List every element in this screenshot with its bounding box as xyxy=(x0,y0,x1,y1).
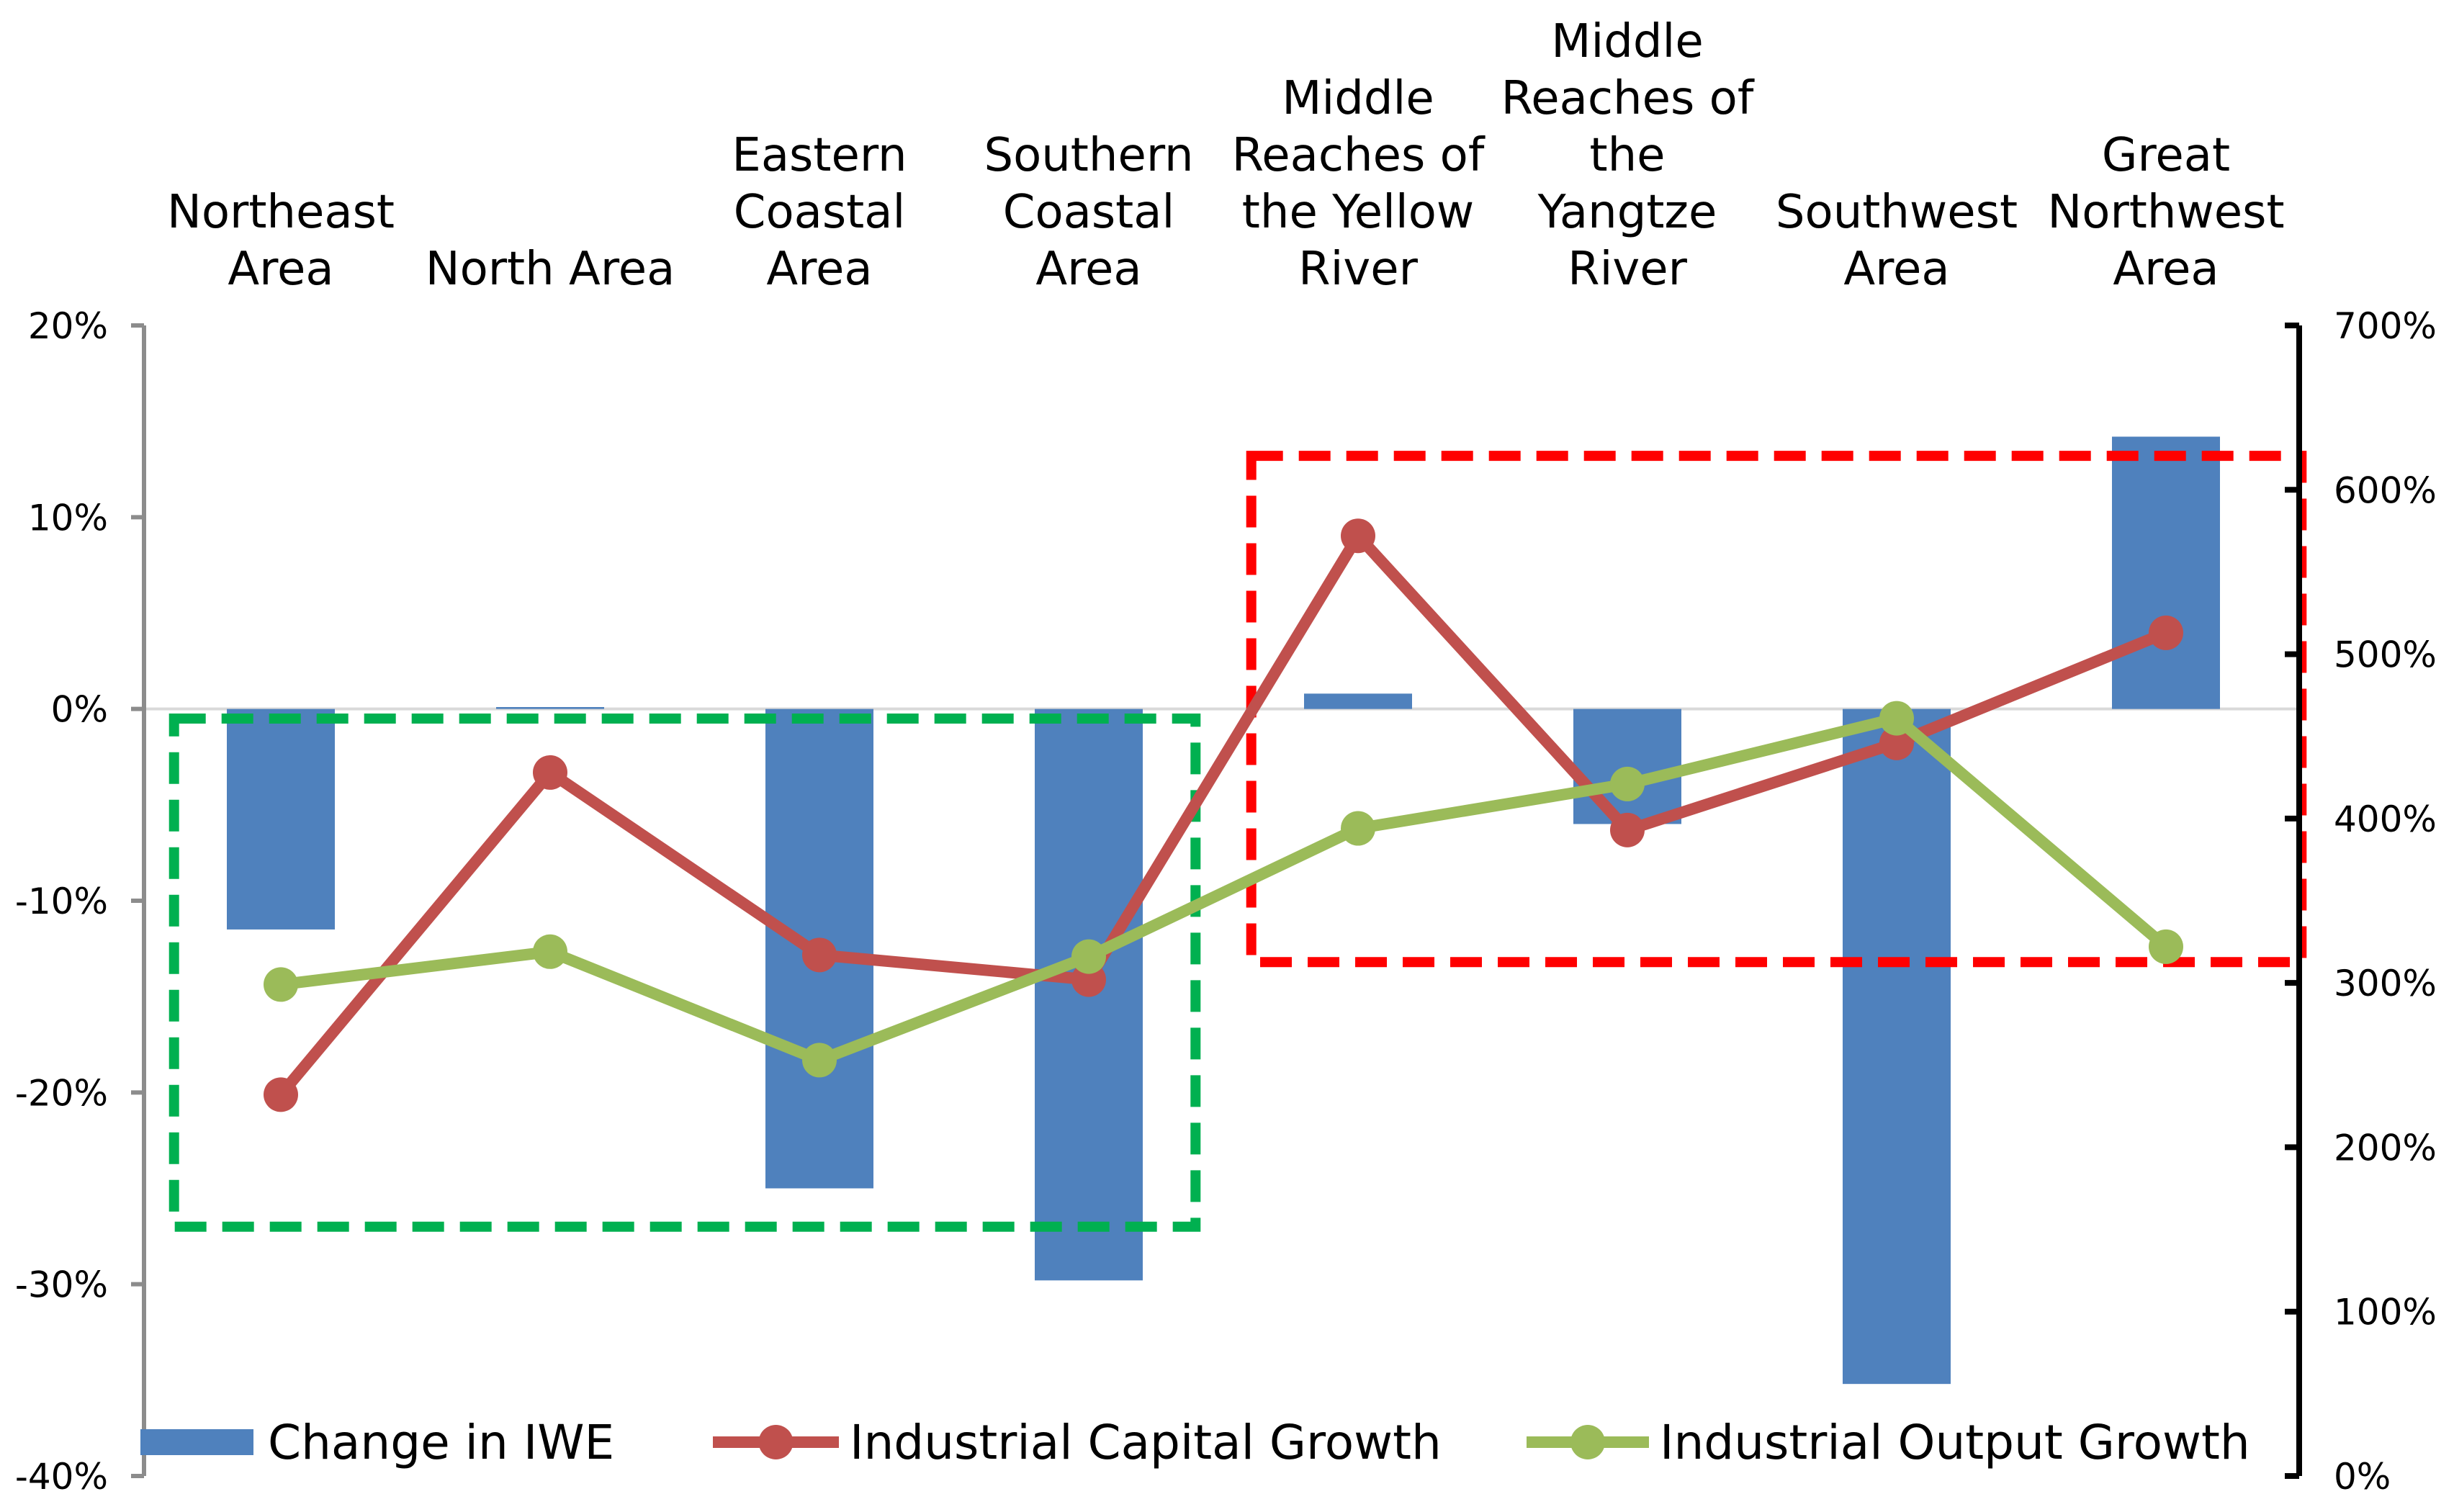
bar-5 xyxy=(1573,708,1681,824)
category-label-4-line-0: Middle xyxy=(1282,72,1434,125)
category-label-3-line-0: Southern xyxy=(984,129,1193,182)
left-tick-label-0: 20% xyxy=(28,305,108,347)
category-label-3-line-1: Coastal xyxy=(1003,186,1175,239)
legend-label-2: Industrial Output Growth xyxy=(1660,1415,2250,1470)
category-label-5-line-4: River xyxy=(1568,243,1688,296)
series-0-point-0 xyxy=(264,1077,298,1112)
left-tick-label-3: -10% xyxy=(15,881,108,922)
category-label-5: Middle Reaches of the Yangtze River xyxy=(1501,15,1755,296)
legend-marker-2 xyxy=(1570,1425,1605,1459)
left-tick-label-1: 10% xyxy=(28,497,108,539)
right-tick-label-6: 100% xyxy=(2334,1292,2437,1333)
category-label-0-line-1: Area xyxy=(228,243,333,296)
category-label-5-line-3: Yangtze xyxy=(1537,186,1717,239)
right-tick-label-3: 400% xyxy=(2334,798,2437,840)
series-0-point-4 xyxy=(1341,518,1375,554)
left-tick-label-4: -20% xyxy=(15,1072,108,1114)
category-label-5-line-0: Middle xyxy=(1551,15,1703,68)
category-label-4: Middle Reaches of the Yellow River xyxy=(1232,72,1486,296)
series-1-point-6 xyxy=(1879,701,1914,736)
category-label-1: North Area xyxy=(426,243,675,296)
right-tick-label-5: 200% xyxy=(2334,1127,2437,1169)
category-label-3: Southern Coastal Area xyxy=(984,129,1193,296)
category-label-4-line-3: River xyxy=(1298,243,1419,296)
right-tick-label-1: 600% xyxy=(2334,469,2437,511)
category-label-0: Northeast Area xyxy=(167,186,395,296)
legend-group: Change in IWE Industrial Capital Growth In… xyxy=(140,1415,2250,1470)
category-label-2-line-1: Coastal xyxy=(734,186,906,239)
legend-label-1: Industrial Capital Growth xyxy=(850,1415,1442,1470)
series-1-point-1 xyxy=(533,934,567,969)
bars-group xyxy=(227,436,2220,1385)
bar-0 xyxy=(227,708,335,930)
lines-group xyxy=(264,518,2183,1112)
category-label-6-line-0: Southwest xyxy=(1776,186,2018,239)
category-label-5-line-2: the xyxy=(1589,129,1665,182)
left-tick-label-6: -40% xyxy=(15,1456,108,1498)
series-0-point-1 xyxy=(533,755,567,790)
series-line-0 xyxy=(276,530,2169,1099)
series-0-point-5 xyxy=(1610,812,1645,847)
right-tick-label-4: 300% xyxy=(2334,963,2437,1004)
series-0-point-2 xyxy=(802,937,837,973)
series-1-point-3 xyxy=(1071,939,1106,974)
right-tick-label-2: 500% xyxy=(2334,634,2437,676)
bar-7 xyxy=(2112,436,2220,709)
right-tick-label-7: 0% xyxy=(2334,1456,2391,1498)
category-label-4-line-2: the Yellow xyxy=(1242,186,1474,239)
axes-group: 20% 10% 0% -10% -20% -30% -40% 700% 600% 500% 400%… xyxy=(15,305,2437,1498)
category-label-6-line-1: Area xyxy=(1843,243,1949,296)
category-label-5-line-1: Reaches of xyxy=(1501,72,1755,125)
category-label-2: Eastern Coastal Area xyxy=(732,129,907,296)
category-label-3-line-2: Area xyxy=(1035,243,1141,296)
series-1-point-2 xyxy=(802,1043,837,1078)
series-0-point-7 xyxy=(2149,615,2183,650)
left-tick-label-2: 0% xyxy=(51,689,108,731)
legend-marker-1 xyxy=(758,1425,794,1459)
category-label-1-line-0: North Area xyxy=(426,243,675,296)
bar-1 xyxy=(496,707,604,709)
series-1-point-4 xyxy=(1341,811,1375,846)
right-tick-label-0: 700% xyxy=(2334,305,2437,347)
series-0-point-6 xyxy=(1879,725,1914,760)
category-label-2-line-2: Area xyxy=(766,243,872,296)
category-label-7-line-1: Northwest xyxy=(2047,186,2284,239)
legend-swatch-0 xyxy=(140,1429,253,1455)
legend-label-0: Change in IWE xyxy=(268,1415,614,1470)
category-label-4-line-1: Reaches of xyxy=(1232,129,1486,182)
left-tick-label-5: -30% xyxy=(15,1264,108,1306)
category-label-0-line-0: Northeast xyxy=(167,186,395,239)
category-label-2-line-0: Eastern xyxy=(732,129,907,182)
category-label-7-line-0: Great xyxy=(2102,129,2230,182)
category-label-7-line-2: Area xyxy=(2113,243,2219,296)
series-1-point-0 xyxy=(264,967,298,1002)
bar-4 xyxy=(1304,693,1412,709)
series-1-point-5 xyxy=(1610,766,1645,801)
series-1-point-7 xyxy=(2149,929,2183,964)
category-label-6: Southwest Area xyxy=(1776,186,2018,296)
bar-6 xyxy=(1843,708,1951,1385)
annotation-box-0 xyxy=(168,713,1201,1232)
category-label-7: Great Northwest Area xyxy=(2047,129,2284,296)
series-line-1 xyxy=(280,712,2170,1066)
